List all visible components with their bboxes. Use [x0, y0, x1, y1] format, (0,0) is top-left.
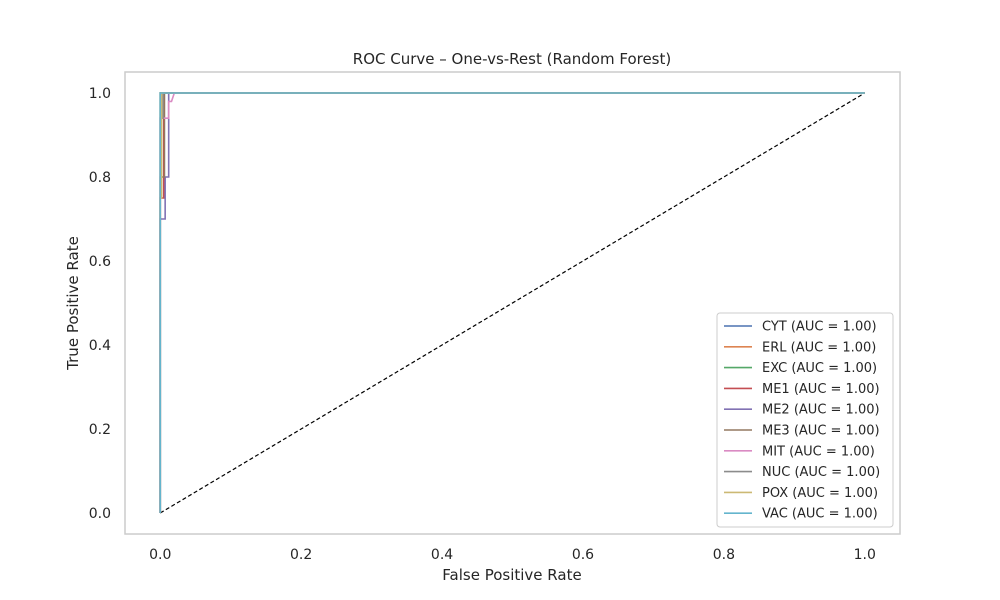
y-tick-label: 0.4 — [89, 338, 111, 354]
x-tick-label: 1.0 — [854, 547, 876, 563]
x-tick-label: 0.4 — [431, 547, 453, 563]
legend-items: CYT (AUC = 1.00) ERL (AUC = 1.00) EXC (AUC… — [724, 320, 880, 522]
legend-label-mit: MIT (AUC = 1.00) — [762, 444, 875, 459]
y-tick-label: 0.8 — [89, 170, 111, 186]
y-tick-labels: 0.0 0.2 0.4 0.6 0.8 1.0 — [89, 86, 111, 522]
legend-label-erl: ERL (AUC = 1.00) — [762, 340, 876, 355]
legend-label-me2: ME2 (AUC = 1.00) — [762, 403, 880, 418]
series-layer — [159, 92, 865, 513]
legend-box — [716, 312, 894, 528]
y-tick-label: 0.2 — [89, 422, 111, 438]
chart-title: ROC Curve – One-vs-Rest (Random Forest) — [353, 50, 671, 68]
roc-line-vac — [159, 92, 865, 513]
legend-label-me3: ME3 (AUC = 1.00) — [762, 424, 880, 439]
y-tick-label: 0.6 — [89, 254, 111, 270]
chance-reference-line — [159, 92, 866, 514]
legend-label-me1: ME1 (AUC = 1.00) — [762, 382, 880, 397]
legend-label-exc: EXC (AUC = 1.00) — [762, 361, 877, 376]
x-tick-label: 0.8 — [713, 547, 735, 563]
y-tick-label: 1.0 — [89, 86, 111, 102]
reference-layer — [159, 92, 866, 514]
legend-label-vac: VAC (AUC = 1.00) — [762, 507, 878, 522]
x-tick-label: 0.2 — [290, 547, 312, 563]
legend-label-pox: POX (AUC = 1.00) — [762, 486, 878, 501]
legend: CYT (AUC = 1.00) ERL (AUC = 1.00) EXC (AUC… — [716, 312, 894, 528]
y-tick-label: 0.0 — [89, 506, 111, 522]
x-tick-labels: 0.0 0.2 0.4 0.6 0.8 1.0 — [149, 547, 876, 563]
y-axis-label: True Positive Rate — [64, 236, 82, 371]
x-axis-label: False Positive Rate — [442, 566, 581, 584]
x-tick-label: 0.0 — [149, 547, 171, 563]
x-tick-label: 0.6 — [572, 547, 594, 563]
legend-label-nuc: NUC (AUC = 1.00) — [762, 465, 880, 480]
legend-label-cyt: CYT (AUC = 1.00) — [762, 320, 877, 335]
